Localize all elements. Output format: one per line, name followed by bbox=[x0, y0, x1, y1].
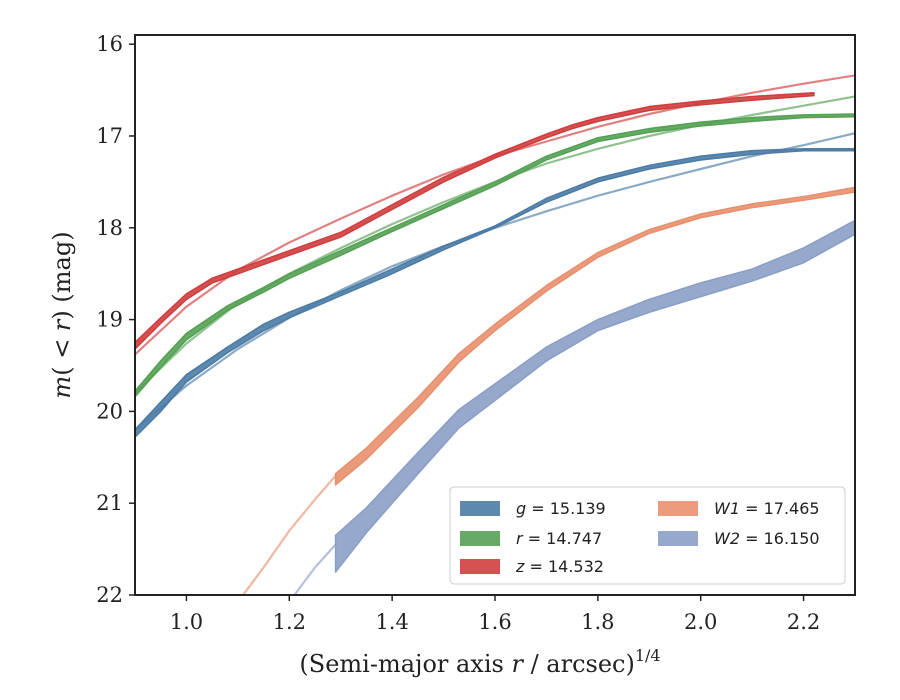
band-w1 bbox=[334, 186, 855, 486]
ticks-layer: 1.0 1.2 1.4 1.6 1.8 2.0 2.2 16 17 18 19 20 21 22 bbox=[96, 32, 820, 634]
x-tick-label: 1.8 bbox=[581, 610, 614, 634]
series-g bbox=[135, 132, 855, 438]
legend-label-w2: W2 = 16.150 bbox=[714, 529, 820, 548]
y-tick-label: 18 bbox=[96, 216, 123, 240]
legend-label-w1: W1 = 17.465 bbox=[714, 499, 820, 518]
y-tick-label: 20 bbox=[96, 399, 123, 423]
x-tick-label: 1.0 bbox=[170, 610, 203, 634]
band-r bbox=[135, 113, 855, 398]
x-tick-label: 1.6 bbox=[478, 610, 511, 634]
band-g bbox=[135, 148, 855, 438]
y-tick-label: 21 bbox=[96, 491, 123, 515]
series-z bbox=[135, 74, 855, 356]
series-w1 bbox=[242, 186, 855, 595]
legend-label-z: z = 14.532 bbox=[515, 557, 604, 576]
series-r bbox=[135, 95, 855, 398]
band-w2 bbox=[334, 219, 855, 573]
legend-label-g: g = 15.139 bbox=[516, 499, 606, 518]
y-tick-label: 17 bbox=[96, 124, 123, 148]
series-w2 bbox=[293, 219, 855, 595]
x-tick-label: 2.2 bbox=[787, 610, 820, 634]
x-tick-label: 2.0 bbox=[684, 610, 717, 634]
model-curve-w2 bbox=[293, 543, 337, 595]
y-tick-label: 22 bbox=[96, 583, 123, 607]
band-z bbox=[135, 92, 815, 350]
legend-swatch-w2 bbox=[658, 531, 698, 546]
legend-swatch-g bbox=[460, 501, 500, 516]
y-axis-label: m( < r) (mag) bbox=[48, 231, 76, 398]
series-layer bbox=[135, 74, 855, 595]
y-tick-label: 19 bbox=[96, 308, 123, 332]
y-tick-label: 16 bbox=[96, 32, 123, 56]
legend-frame bbox=[449, 486, 846, 585]
legend: g = 15.139 r = 14.747 z = 14.532 W1 = 17.46… bbox=[449, 486, 846, 585]
x-tick-label: 1.4 bbox=[375, 610, 408, 634]
x-tick-label: 1.2 bbox=[273, 610, 306, 634]
legend-swatch-w1 bbox=[658, 501, 698, 516]
legend-swatch-r bbox=[460, 531, 500, 546]
model-curve-w1 bbox=[242, 474, 337, 595]
x-axis-label: (Semi-major axis r / arcsec)1/4 bbox=[299, 646, 660, 678]
legend-swatch-z bbox=[460, 559, 500, 574]
legend-label-r: r = 14.747 bbox=[516, 529, 602, 548]
